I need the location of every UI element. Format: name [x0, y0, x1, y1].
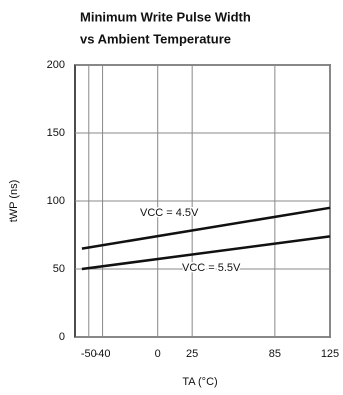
y-axis-label: tWP (ns) — [8, 180, 20, 223]
y-tick-label: 200 — [47, 59, 65, 71]
series-label: VCC = 4.5V — [140, 207, 199, 219]
data-line — [81, 206, 331, 250]
y-tick-label: 150 — [47, 127, 65, 139]
data-line — [81, 235, 331, 271]
y-tick-label: 50 — [53, 263, 65, 275]
x-tick-label: 0 — [155, 348, 161, 360]
x-tick-label: 25 — [186, 348, 198, 360]
series-label: VCC = 5.5V — [182, 262, 241, 274]
y-tick-label: 0 — [59, 331, 65, 343]
y-tick-label: 100 — [47, 195, 65, 207]
x-axis-label: TA (°C) — [182, 376, 217, 388]
chart-title: Minimum Write Pulse Width — [80, 9, 251, 24]
x-tick-label: -40 — [95, 348, 111, 360]
x-tick-label: 125 — [321, 348, 339, 360]
x-tick-label: 85 — [269, 348, 281, 360]
chart-subtitle: vs Ambient Temperature — [80, 31, 231, 46]
x-tick-label: -50 — [81, 348, 97, 360]
